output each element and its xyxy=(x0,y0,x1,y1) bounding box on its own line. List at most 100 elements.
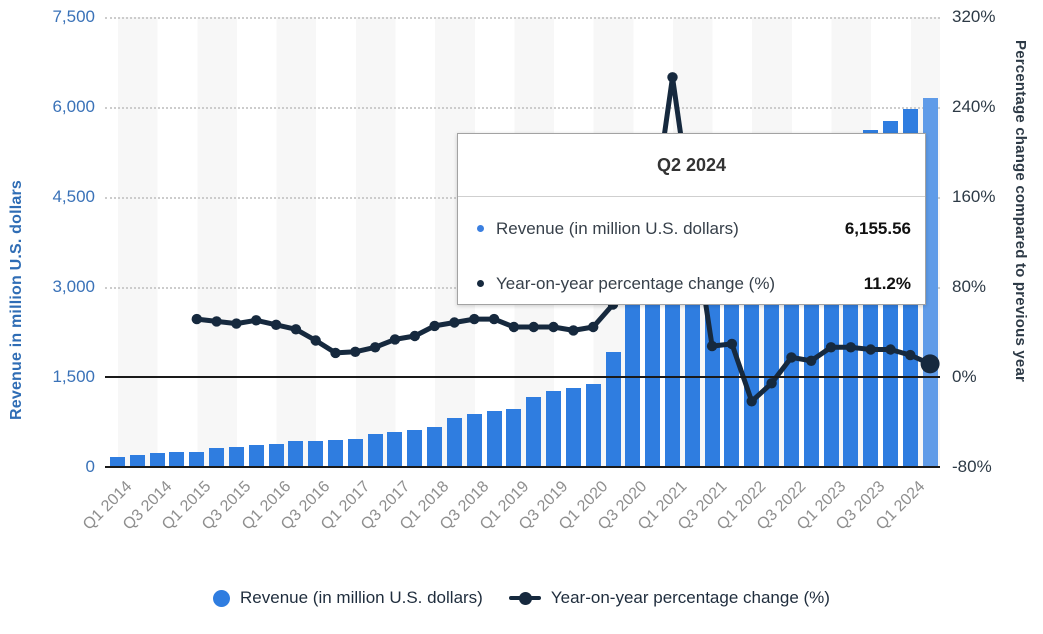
line-point-q4-2021[interactable] xyxy=(726,338,738,350)
line-point-q3-2015[interactable] xyxy=(231,318,242,329)
legend-item-revenue[interactable]: Revenue (in million U.S. dollars) xyxy=(213,588,483,608)
line-point-q4-2023[interactable] xyxy=(885,344,896,355)
line-point-q1-2020[interactable] xyxy=(588,321,599,333)
right-axis-title: Percentage change compared to previous y… xyxy=(1012,40,1029,383)
line-point-q1-2019[interactable] xyxy=(508,321,520,333)
bar-q1-2014[interactable] xyxy=(110,457,125,467)
line-point-q1-2017[interactable] xyxy=(350,346,361,357)
line-point-q3-2022[interactable] xyxy=(786,352,797,363)
chart-tooltip: Q2 2024 Revenue (in million U.S. dollars… xyxy=(457,133,926,305)
left-axis-tick: 1,500 xyxy=(52,367,95,386)
tooltip-row-value: 6,155.56 xyxy=(844,218,911,238)
right-axis-tick: 320% xyxy=(952,7,996,26)
bar-q2-2016[interactable] xyxy=(288,440,304,467)
line-point-q4-2017[interactable] xyxy=(409,330,420,342)
right-axis-tick: -80% xyxy=(952,457,992,476)
right-axis-tick: 80% xyxy=(952,277,987,296)
bar-q4-2015[interactable] xyxy=(248,444,264,467)
left-axis-tick: 4,500 xyxy=(52,187,95,206)
bar-q3-2015[interactable] xyxy=(228,447,244,467)
line-point-q3-2023[interactable] xyxy=(865,344,876,355)
bar-q4-2014[interactable] xyxy=(169,452,185,467)
bar-q4-2018[interactable] xyxy=(486,411,502,467)
line-point-q2-2015[interactable] xyxy=(211,316,222,327)
gridline xyxy=(105,17,940,19)
line-point-q2-2023[interactable] xyxy=(845,342,856,353)
left-axis-tick: 0 xyxy=(85,457,95,476)
line-point-q3-2017[interactable] xyxy=(389,334,401,345)
bar-q2-2015[interactable] xyxy=(209,448,225,467)
legend-label: Revenue (in million U.S. dollars) xyxy=(240,588,483,607)
bar-q2-2019[interactable] xyxy=(526,396,542,467)
line-point-q4-2018[interactable] xyxy=(488,313,500,325)
bar-q3-2014[interactable] xyxy=(149,453,165,467)
bar-q2-2018[interactable] xyxy=(446,418,462,467)
line-point-q4-2022[interactable] xyxy=(806,355,817,366)
tooltip-row-yoy: Year-on-year percentage change (%) 11.2% xyxy=(458,260,925,307)
bar-q3-2017[interactable] xyxy=(387,431,403,467)
legend-item-yoy[interactable]: Year-on-year percentage change (%) xyxy=(508,588,830,608)
bar-q2-2014[interactable] xyxy=(129,454,145,467)
right-axis-tick: 160% xyxy=(952,187,996,206)
legend-label: Year-on-year percentage change (%) xyxy=(550,588,830,607)
yoy-line-series xyxy=(191,72,940,407)
tooltip-title: Q2 2024 xyxy=(458,134,925,197)
line-point-q1-2018[interactable] xyxy=(429,320,440,332)
bar-q4-2016[interactable] xyxy=(328,439,344,467)
tooltip-row-label: Revenue (in million U.S. dollars) xyxy=(496,218,739,238)
bar-q4-2017[interactable] xyxy=(407,430,423,467)
bar-q3-2019[interactable] xyxy=(546,391,562,467)
line-point-q1-2016[interactable] xyxy=(270,319,282,330)
bar-q1-2019[interactable] xyxy=(506,409,522,467)
right-axis-tick: 240% xyxy=(952,97,996,116)
line-point-q2-2019[interactable] xyxy=(528,321,539,333)
left-axis-tick: 6,000 xyxy=(52,97,95,116)
line-point-q3-2016[interactable] xyxy=(310,335,321,346)
left-axis-title: Revenue in million U.S. dollars xyxy=(8,179,25,420)
revenue-bullet-icon xyxy=(477,225,484,232)
revenue-legend-marker-icon xyxy=(213,589,231,607)
right-axis-tick: 0% xyxy=(952,367,977,386)
x-axis-baseline xyxy=(105,466,940,468)
bar-q1-2016[interactable] xyxy=(268,444,284,467)
bar-q3-2018[interactable] xyxy=(466,414,482,467)
line-point-q2-2016[interactable] xyxy=(290,324,302,335)
line-point-q1-2023[interactable] xyxy=(825,342,837,353)
bar-q3-2020[interactable] xyxy=(625,284,641,467)
line-point-q1-2021[interactable] xyxy=(667,72,678,83)
line-point-q1-2024[interactable] xyxy=(905,349,916,361)
line-point-q1-2015[interactable] xyxy=(191,313,202,325)
line-point-q2-2022[interactable] xyxy=(766,378,777,389)
line-point-q2-2024[interactable] xyxy=(920,354,940,374)
yoy-bullet-icon xyxy=(477,280,484,287)
bar-q1-2015[interactable] xyxy=(189,451,205,467)
bar-q1-2017[interactable] xyxy=(347,439,363,467)
line-point-q1-2022[interactable] xyxy=(746,396,757,407)
line-point-q4-2015[interactable] xyxy=(251,315,262,326)
bar-q2-2017[interactable] xyxy=(367,433,383,467)
line-point-q3-2021[interactable] xyxy=(706,340,718,352)
tooltip-row-value: 11.2% xyxy=(863,273,911,293)
line-point-q4-2019[interactable] xyxy=(568,325,579,336)
line-point-q2-2017[interactable] xyxy=(370,342,381,353)
left-axis-tick: 7,500 xyxy=(52,7,95,26)
bar-q3-2016[interactable] xyxy=(308,440,324,467)
bar-q1-2020[interactable] xyxy=(585,384,601,467)
gridline xyxy=(105,107,940,109)
bar-q2-2020[interactable] xyxy=(605,351,621,467)
tooltip-row-revenue: Revenue (in million U.S. dollars) 6,155.… xyxy=(458,205,925,252)
bar-q4-2020[interactable] xyxy=(645,277,661,467)
line-point-q3-2019[interactable] xyxy=(548,321,559,333)
bar-q2-2024[interactable] xyxy=(922,97,938,467)
line-point-q3-2018[interactable] xyxy=(469,313,480,325)
yoy-legend-marker-icon xyxy=(508,591,541,605)
tooltip-row-label: Year-on-year percentage change (%) xyxy=(496,273,776,293)
bar-q4-2019[interactable] xyxy=(565,388,581,467)
line-point-q2-2018[interactable] xyxy=(449,317,460,328)
legend: Revenue (in million U.S. dollars) Year-o… xyxy=(0,588,1043,608)
left-axis-tick: 3,000 xyxy=(52,277,95,296)
zero-percent-line xyxy=(105,376,940,378)
bar-q1-2018[interactable] xyxy=(427,426,443,467)
line-point-q4-2016[interactable] xyxy=(330,347,341,359)
